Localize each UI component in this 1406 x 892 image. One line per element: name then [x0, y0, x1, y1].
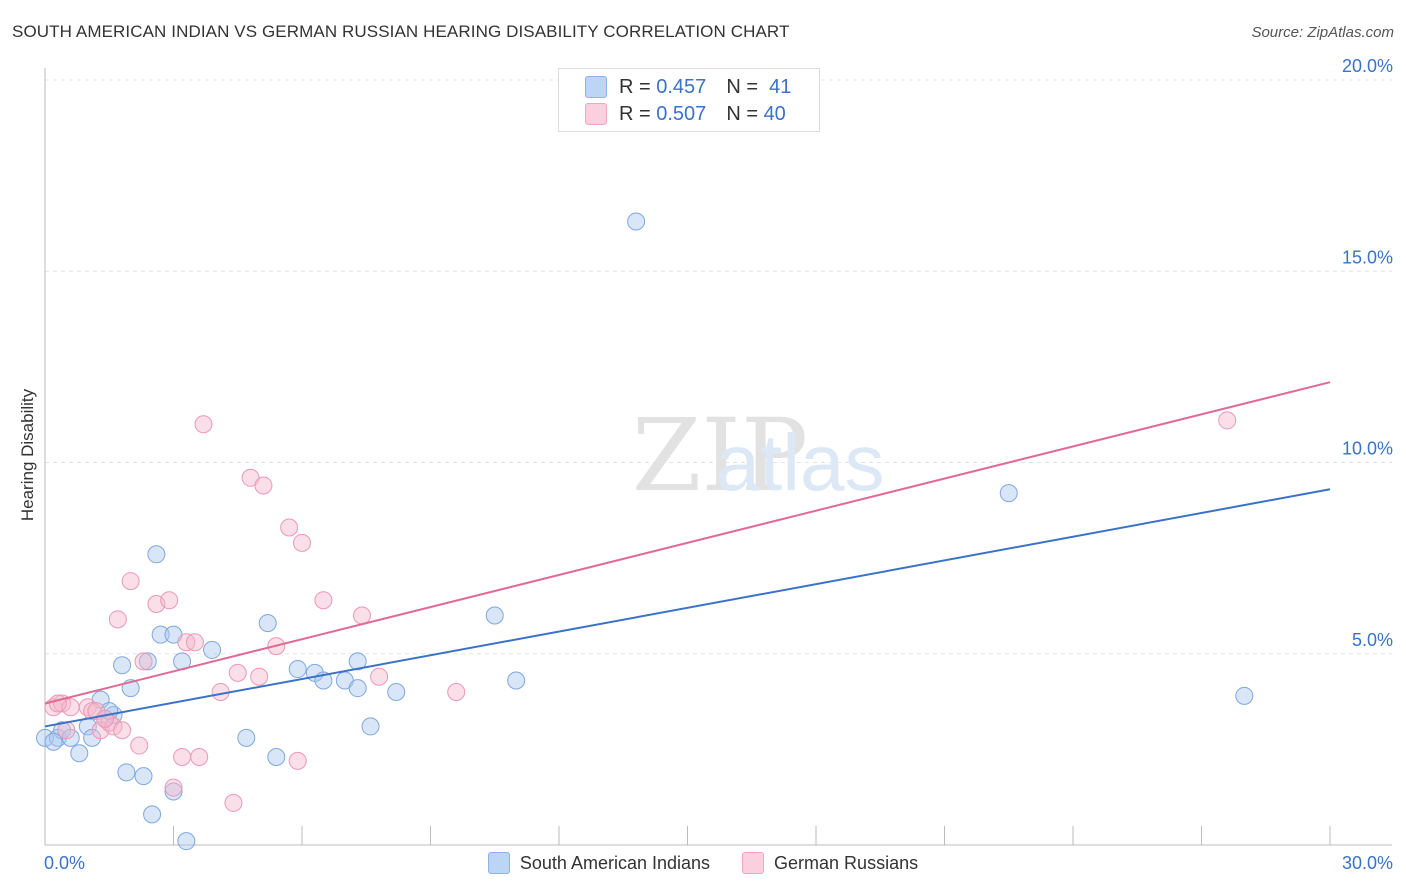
point-south-american-indians [387, 683, 406, 701]
point-south-american-indians [117, 763, 136, 782]
point-german-russians [95, 709, 114, 728]
point-german-russians [113, 721, 132, 740]
point-south-american-indians [348, 652, 367, 671]
point-german-russians [280, 518, 299, 537]
point-south-american-indians [134, 767, 153, 786]
point-south-american-indians [113, 656, 132, 675]
point-german-russians [314, 591, 333, 610]
point-german-russians [108, 610, 127, 629]
stats-row-german-russians: R = 0.507 N = 40 [585, 102, 786, 126]
point-german-russians [48, 694, 67, 713]
trend-line-german-russians [44, 381, 1331, 705]
point-german-russians [1218, 411, 1237, 430]
y-tick-label: 20.0% [1342, 56, 1393, 76]
stats-row-south-american-indians: R = 0.457 N = 41 [585, 75, 791, 99]
point-south-american-indians [507, 671, 526, 690]
legend-item-south-american-indians: South American Indians [487, 852, 711, 874]
point-german-russians [370, 667, 389, 686]
chart-title: SOUTH AMERICAN INDIAN VS GERMAN RUSSIAN … [12, 22, 790, 41]
x-tick-label: 30.0% [1342, 853, 1393, 873]
legend-item-german-russians: German Russians [742, 852, 918, 874]
gridlines [45, 79, 1392, 655]
point-german-russians [164, 778, 183, 797]
point-south-american-indians [177, 832, 196, 851]
tick-labels: 5.0% 10.0% 15.0% 20.0% 0.0% 30.0% [44, 56, 1393, 873]
data-points [36, 212, 1254, 851]
r-value: 0.457 [656, 75, 707, 98]
point-german-russians [254, 476, 273, 495]
n-label: N = [726, 102, 758, 125]
axes [44, 68, 1392, 846]
point-south-american-indians [138, 652, 157, 671]
point-south-american-indians [164, 782, 183, 801]
trend-line-south-american-indians [44, 488, 1331, 728]
point-south-american-indians [36, 728, 54, 747]
point-south-american-indians [999, 484, 1018, 503]
point-german-russians [173, 748, 192, 767]
legend-swatch-blue [487, 852, 510, 874]
watermark-atlas: atlas [716, 418, 885, 507]
point-south-american-indians [288, 660, 307, 679]
x-tick-label: 0.0% [44, 853, 85, 873]
point-south-american-indians [70, 744, 89, 763]
point-german-russians [447, 683, 466, 701]
point-south-american-indians [267, 748, 286, 767]
point-south-american-indians [348, 679, 367, 698]
n-label: N = [726, 75, 758, 98]
r-label: R = [619, 102, 651, 125]
point-german-russians [293, 533, 311, 552]
point-south-american-indians [258, 614, 277, 633]
point-south-american-indians [147, 545, 166, 564]
point-south-american-indians [203, 640, 222, 659]
y-tick-label: 15.0% [1342, 247, 1393, 267]
point-german-russians [288, 751, 307, 770]
n-value: 41 [769, 75, 792, 98]
point-german-russians [224, 793, 243, 812]
point-south-american-indians [44, 732, 63, 751]
point-german-russians [194, 415, 213, 434]
legend-swatch-pink [742, 852, 765, 874]
trend-lines [44, 381, 1331, 728]
point-german-russians [228, 663, 247, 682]
point-german-russians [134, 652, 153, 671]
series-legend: South American Indians German Russians [0, 852, 1406, 874]
point-south-american-indians [151, 625, 170, 644]
point-german-russians [130, 736, 149, 755]
point-german-russians [190, 748, 209, 767]
point-south-american-indians [237, 728, 256, 747]
point-south-american-indians [361, 717, 380, 736]
point-south-american-indians [143, 805, 162, 824]
legend-label: South American Indians [519, 852, 711, 873]
point-south-american-indians [1235, 686, 1254, 705]
point-german-russians [121, 572, 140, 591]
source-label: Source: ZipAtlas.com [1251, 24, 1394, 41]
swatch-pink [585, 103, 607, 125]
point-german-russians [352, 606, 371, 625]
point-south-american-indians [627, 212, 646, 231]
watermark-zip: ZIP [632, 397, 808, 514]
y-tick-label: 5.0% [1352, 630, 1393, 650]
point-south-american-indians [485, 606, 504, 625]
swatch-blue [585, 76, 607, 98]
legend-label: German Russians [774, 852, 919, 873]
point-german-russians [160, 591, 179, 610]
r-label: R = [619, 75, 651, 98]
point-german-russians [185, 633, 204, 652]
r-value: 0.507 [656, 102, 707, 125]
point-german-russians [250, 667, 269, 686]
stats-legend: R = 0.457 N = 41 R = 0.507 N = 40 [558, 68, 820, 132]
y-tick-label: 10.0% [1342, 439, 1393, 459]
n-value: 40 [763, 102, 786, 125]
